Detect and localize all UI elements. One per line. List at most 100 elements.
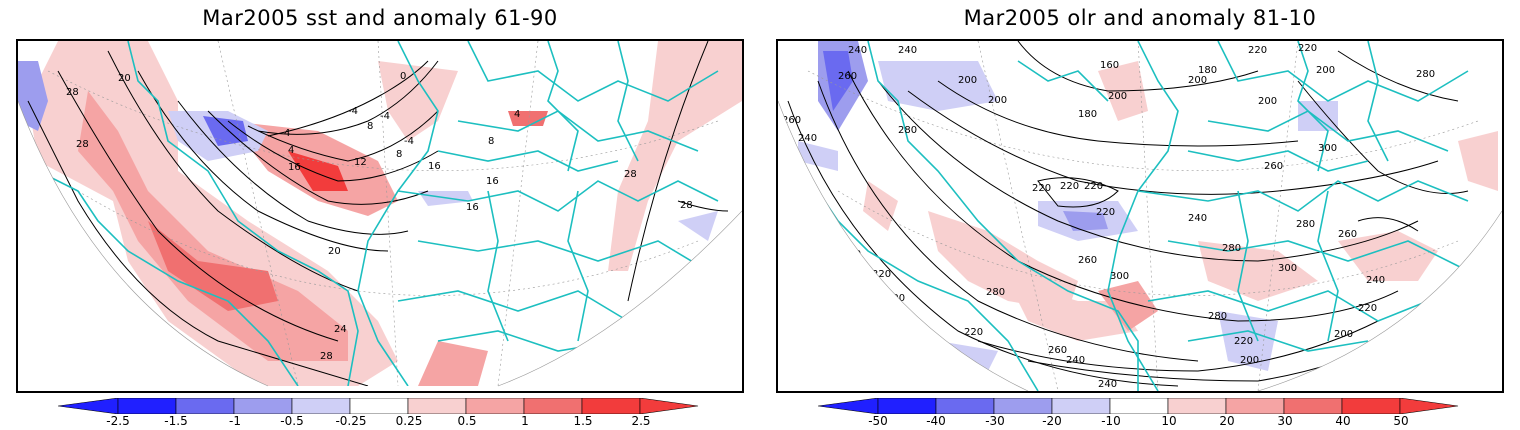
olr-contour-label: 220: [1084, 181, 1103, 192]
olr-contour-label: 200: [988, 95, 1007, 106]
sst-anomaly-warm-shading: [378, 61, 458, 141]
sst-coastlines: [37, 41, 719, 386]
sst-contour-label: 12: [354, 157, 367, 168]
sst-contour-labels: 28 28 20 0 -4 -4 4 8 4 16 12 16 8 16 20 …: [66, 71, 693, 362]
sst-anomaly-warm-shading: [608, 41, 742, 271]
olr-anomaly-cool-shading: [823, 51, 853, 111]
sst-contour-label: 16: [428, 161, 441, 172]
olr-anomaly-cool-shading: [1218, 311, 1278, 371]
olr-contour-label: 240: [898, 45, 917, 56]
olr-contour-label: 300: [1318, 143, 1337, 154]
olr-colorbar-swatch: [1341, 398, 1401, 414]
olr-panel: Mar2005 olr and anomaly 81-10: [760, 0, 1520, 430]
olr-anomaly-warm-shading: [1098, 281, 1158, 331]
sst-contour-label: 28: [320, 351, 333, 362]
olr-contour-label: 280: [1296, 219, 1315, 230]
olr-colorbar-swatches: [818, 398, 1459, 414]
olr-contour-label: 200: [1188, 75, 1207, 86]
sst-contour-label: 28: [66, 87, 79, 98]
olr-contour-label: 220: [964, 327, 983, 338]
sst-anomaly-cool-shading: [678, 211, 718, 241]
sst-contour-label: 0: [400, 71, 406, 82]
sst-colorbar-swatch: [407, 398, 467, 414]
olr-contour-label: 220: [1298, 43, 1317, 54]
olr-colorbar-label: 10: [1161, 414, 1177, 428]
sst-colorbar-swatches: [58, 398, 699, 414]
olr-map-svg: 240 240 260 260 240 200 200 180 200 200 …: [778, 41, 1502, 391]
olr-contour-label: 240: [1188, 213, 1207, 224]
olr-contour-label: 220: [1096, 207, 1115, 218]
olr-colorbar-swatch: [1225, 398, 1285, 414]
sst-contour-label: 4: [514, 109, 520, 120]
olr-colorbar-swatch: [1283, 398, 1343, 414]
sst-colorbar-swatch: [465, 398, 525, 414]
sst-contour-label: 28: [624, 169, 637, 180]
olr-contour-label: 300: [1278, 263, 1297, 274]
olr-colorbar-swatch: [993, 398, 1053, 414]
sst-colorbar-swatch: [349, 398, 409, 414]
olr-contour-label: 200: [1316, 65, 1335, 76]
sst-contour-label: 20: [328, 246, 341, 257]
sst-contour-label: 16: [288, 162, 301, 173]
olr-colorbar-label: -20: [1042, 414, 1062, 428]
sst-map: 28 28 20 0 -4 -4 4 8 4 16 12 16 8 16 20 …: [16, 39, 744, 393]
sst-contour-label: 24: [334, 324, 347, 335]
sst-contour-label: 28: [680, 200, 693, 211]
sst-contour-label: 28: [76, 139, 89, 150]
olr-contour-label: 280: [1208, 311, 1227, 322]
sst-colorbar-label: 1: [521, 414, 529, 428]
olr-contour-label: 200: [1334, 329, 1353, 340]
olr-colorbar-label: 20: [1219, 414, 1235, 428]
sst-colorbar-label: 0.25: [395, 414, 423, 428]
sst-contour-label: -4: [380, 111, 390, 122]
olr-contours: [787, 41, 1469, 387]
sst-contour-label: 16: [466, 202, 479, 213]
olr-contour-labels: 240 240 260 260 240 200 200 180 200 200 …: [782, 43, 1435, 390]
olr-colorbar-swatch: [1399, 398, 1459, 414]
olr-anomaly-cool-shading: [798, 141, 838, 171]
sst-contour-label: 8: [488, 136, 494, 147]
olr-contour-label: 240: [848, 45, 867, 56]
olr-anomaly-warm-shading: [1008, 281, 1138, 341]
olr-contour-label: 240: [1066, 355, 1085, 366]
olr-colorbar-swatch: [935, 398, 995, 414]
sst-map-svg: 28 28 20 0 -4 -4 4 8 4 16 12 16 8 16 20 …: [18, 41, 742, 387]
sst-anomaly-warm-shading: [148, 221, 278, 311]
olr-contour-label: 160: [1100, 60, 1119, 71]
olr-anomaly-cool-shading: [1063, 211, 1108, 231]
olr-colorbar-swatch: [1167, 398, 1227, 414]
sst-contour-label: -4: [404, 136, 414, 147]
olr-contour-label: 260: [1264, 161, 1283, 172]
olr-colorbar-swatch: [1051, 398, 1111, 414]
olr-contour-label: 240: [798, 133, 817, 144]
sst-anomaly-warm-shading: [508, 111, 548, 126]
olr-contour-label: 240: [1366, 275, 1385, 286]
olr-colorbar-label: -40: [926, 414, 946, 428]
olr-contour-label: 260: [1338, 229, 1357, 240]
sst-colorbar-swatch: [291, 398, 351, 414]
olr-contour-label: 280: [898, 125, 917, 136]
sst-colorbar-swatch: [581, 398, 641, 414]
sst-colorbar-label: -1: [229, 414, 241, 428]
sst-colorbar-swatch: [58, 398, 119, 414]
olr-colorbar-label: -50: [868, 414, 888, 428]
olr-colorbar-label: -30: [985, 414, 1005, 428]
sst-panel: Mar2005 sst and anomaly 61-90: [16, 6, 744, 428]
sst-anomaly-cool-shading: [18, 61, 48, 131]
olr-contour-label: 280: [1222, 243, 1241, 254]
olr-colorbar-swatch: [877, 398, 937, 414]
sst-colorbar-swatch: [639, 398, 699, 414]
olr-contour-label: 200: [1240, 355, 1259, 366]
sst-projection-edge: [18, 100, 742, 387]
sst-colorbar-label: -0.5: [280, 414, 304, 428]
sst-contours: [27, 41, 729, 386]
sst-colorbar-swatch: [233, 398, 293, 414]
sst-contour-label: 8: [396, 149, 402, 160]
sst-anomaly-warm-shading: [288, 151, 348, 191]
olr-colorbar: [818, 398, 1459, 414]
olr-anomaly-warm-shading: [928, 211, 1078, 311]
sst-contour-label: 4: [284, 128, 290, 139]
sst-contour-label: 20: [118, 73, 131, 84]
olr-contour-label: 240: [1098, 379, 1117, 390]
sst-contour-label: 4: [288, 145, 294, 156]
